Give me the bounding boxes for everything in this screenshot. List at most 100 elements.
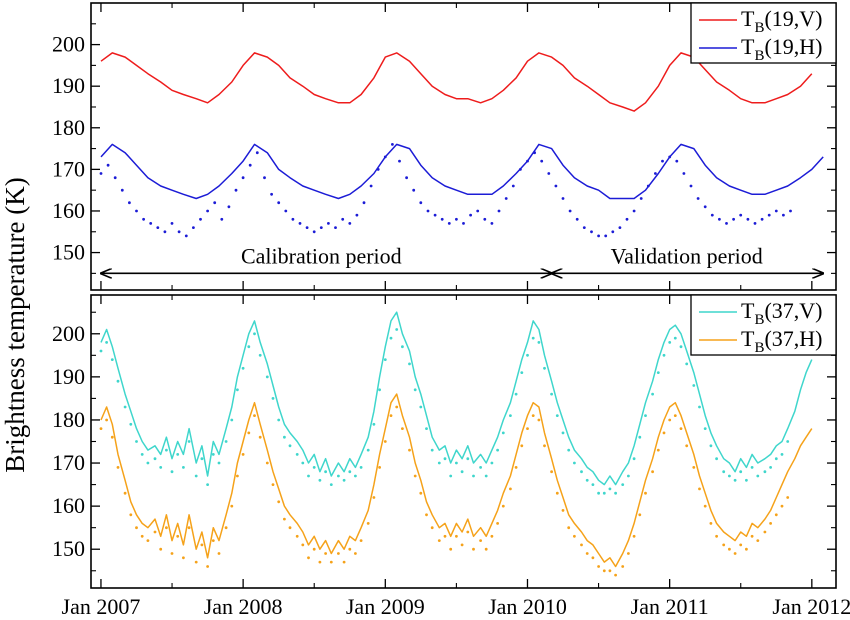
data-point bbox=[391, 143, 394, 146]
data-point bbox=[621, 565, 625, 568]
data-point bbox=[703, 427, 707, 430]
data-point bbox=[472, 547, 475, 551]
data-point bbox=[561, 431, 565, 435]
data-point bbox=[479, 466, 482, 469]
data-point bbox=[298, 222, 302, 225]
data-point bbox=[646, 184, 650, 188]
data-point bbox=[110, 358, 114, 361]
data-point bbox=[763, 470, 767, 474]
data-point bbox=[383, 358, 387, 361]
data-point bbox=[433, 213, 437, 217]
data-point bbox=[348, 547, 352, 551]
data-point bbox=[602, 569, 606, 573]
data-point bbox=[469, 213, 472, 217]
data-point bbox=[514, 466, 518, 469]
data-point bbox=[514, 392, 518, 396]
data-point bbox=[199, 217, 202, 221]
series-line-tb37h bbox=[100, 393, 813, 568]
data-point bbox=[312, 230, 316, 234]
data-point bbox=[679, 427, 683, 430]
data-point bbox=[580, 470, 583, 474]
data-point bbox=[597, 234, 600, 238]
data-point bbox=[307, 474, 310, 478]
data-point bbox=[419, 405, 423, 409]
data-point bbox=[575, 217, 579, 221]
data-point bbox=[277, 418, 281, 422]
data-point bbox=[668, 155, 672, 159]
data-point bbox=[756, 539, 760, 542]
legend: TB(37,V)TB(37,H) bbox=[690, 294, 837, 356]
data-point bbox=[194, 474, 198, 478]
data-point bbox=[689, 184, 693, 188]
data-point bbox=[715, 534, 718, 538]
data-point bbox=[334, 226, 337, 230]
data-point bbox=[140, 534, 144, 538]
data-point bbox=[383, 155, 387, 159]
data-point bbox=[277, 500, 281, 504]
data-point bbox=[389, 414, 393, 417]
data-point bbox=[153, 530, 157, 534]
data-point bbox=[591, 556, 595, 560]
data-point bbox=[555, 414, 559, 417]
data-point bbox=[675, 159, 679, 163]
data-point bbox=[618, 226, 622, 230]
data-point bbox=[348, 470, 352, 474]
data-point bbox=[703, 504, 707, 508]
data-point bbox=[110, 435, 114, 439]
data-point bbox=[135, 526, 138, 530]
data-point bbox=[277, 201, 281, 205]
data-point bbox=[692, 384, 696, 387]
data-point bbox=[745, 547, 748, 551]
data-point bbox=[443, 457, 447, 461]
data-point bbox=[355, 213, 359, 217]
data-point bbox=[644, 491, 647, 495]
data-point bbox=[170, 552, 174, 555]
data-point bbox=[220, 217, 224, 221]
data-point bbox=[378, 466, 381, 469]
data-point bbox=[270, 192, 273, 196]
data-point bbox=[194, 560, 198, 564]
data-point bbox=[567, 526, 571, 530]
data-point bbox=[318, 478, 322, 482]
data-point bbox=[608, 487, 612, 491]
data-point bbox=[248, 163, 252, 167]
data-point bbox=[710, 213, 714, 217]
data-point bbox=[192, 226, 195, 230]
data-point bbox=[430, 526, 434, 530]
legend-box bbox=[690, 2, 837, 64]
y-axis-label: Brightness temperature (K) bbox=[0, 177, 30, 472]
legend-label: TB(37,V) bbox=[741, 298, 823, 328]
data-point bbox=[324, 552, 327, 555]
data-point bbox=[651, 392, 654, 396]
data-point bbox=[271, 397, 275, 400]
data-point bbox=[312, 466, 316, 469]
data-point bbox=[725, 222, 728, 225]
period-label: Calibration period bbox=[241, 243, 402, 268]
data-point bbox=[585, 552, 589, 555]
data-point bbox=[728, 547, 731, 551]
data-point bbox=[413, 474, 417, 478]
data-point bbox=[283, 517, 286, 521]
data-point bbox=[627, 474, 630, 478]
data-point bbox=[668, 341, 672, 344]
data-point bbox=[265, 375, 269, 379]
data-point bbox=[176, 453, 180, 456]
data-point bbox=[460, 543, 464, 547]
data-point bbox=[582, 226, 586, 230]
data-point bbox=[120, 188, 124, 192]
data-point bbox=[401, 427, 404, 430]
data-point bbox=[789, 209, 792, 213]
data-point bbox=[258, 353, 262, 357]
data-point bbox=[258, 435, 262, 439]
data-point bbox=[105, 418, 108, 422]
data-point bbox=[206, 565, 210, 568]
data-point bbox=[177, 230, 181, 234]
legend-box bbox=[690, 294, 837, 356]
data-point bbox=[211, 453, 215, 456]
x-tick-label: Jan 2007 bbox=[62, 594, 141, 619]
data-point bbox=[348, 222, 352, 225]
data-point bbox=[739, 543, 743, 547]
data-point bbox=[750, 466, 754, 469]
data-point bbox=[662, 353, 666, 357]
